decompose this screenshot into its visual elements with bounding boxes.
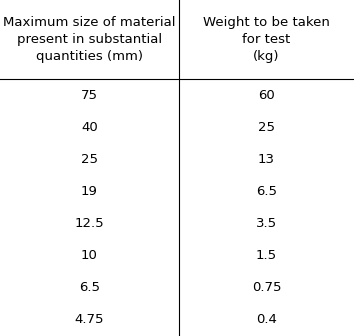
Text: 6.5: 6.5 [79, 281, 100, 294]
Text: 6.5: 6.5 [256, 185, 277, 198]
Text: 25: 25 [81, 153, 98, 166]
Text: 12.5: 12.5 [75, 217, 104, 230]
Text: 75: 75 [81, 88, 98, 101]
Text: 0.75: 0.75 [252, 281, 281, 294]
Text: 19: 19 [81, 185, 98, 198]
Text: 60: 60 [258, 88, 275, 101]
Text: 3.5: 3.5 [256, 217, 277, 230]
Text: Maximum size of material
present in substantial
quantities (mm): Maximum size of material present in subs… [3, 16, 176, 63]
Text: Weight to be taken
for test
(kg): Weight to be taken for test (kg) [203, 16, 330, 63]
Text: 40: 40 [81, 121, 98, 134]
Text: 4.75: 4.75 [75, 313, 104, 327]
Text: 25: 25 [258, 121, 275, 134]
Text: 13: 13 [258, 153, 275, 166]
Text: 10: 10 [81, 249, 98, 262]
Text: 1.5: 1.5 [256, 249, 277, 262]
Text: 0.4: 0.4 [256, 313, 277, 327]
